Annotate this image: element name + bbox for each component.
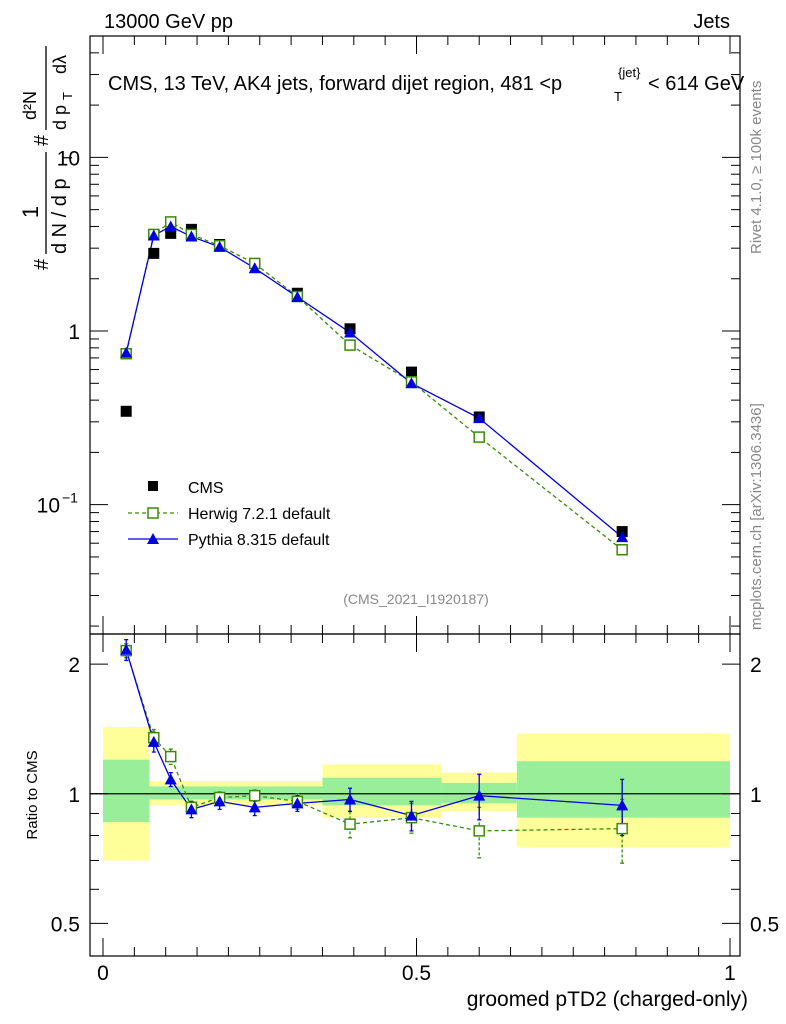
legend-label-pythia: Pythia 8.315 default [188, 532, 330, 549]
ratio-point-herwig-10 [616, 822, 628, 835]
main-point-pythia-2 [164, 220, 177, 232]
main-point-cms-0 [120, 405, 132, 417]
ratio-point-herwig-2 [164, 750, 177, 763]
main-point-pythia-5 [248, 262, 261, 274]
ratio-y-tick-right-0: 0.5 [750, 913, 779, 936]
ratio-point-pythia-8 [405, 809, 418, 821]
ylabel-denominator-sub: T [59, 153, 75, 162]
ratio-band-inner-0 [103, 759, 150, 822]
main-point-pythia-10 [616, 531, 629, 543]
y-axis-label: # 1 d N / d p T # d²N d p T dλ [18, 46, 75, 270]
header-energy-label: 13000 GeV pp [104, 11, 233, 33]
mcplots-label: mcplots.cern.ch [arXiv:1306.3436] [748, 403, 765, 630]
ratio-band-inner-1 [149, 786, 323, 800]
main-point-pythia-7 [344, 326, 357, 338]
ratio-plot-frame [89, 633, 741, 957]
analysis-tag: (CMS_2021_I1920187) [343, 591, 489, 607]
x-tick-label-0: 0 [97, 962, 109, 985]
rivet-version-label: Rivet 4.1.0, ≥ 100k events [748, 81, 765, 254]
main-point-pythia-6 [291, 291, 304, 303]
main-point-cms-8 [405, 366, 417, 378]
ratio-point-pythia-2 [164, 773, 177, 785]
legend-item-pythia: Pythia 8.315 default [128, 532, 330, 549]
title-main: CMS, 13 TeV, AK4 jets, forward dijet reg… [108, 73, 562, 95]
ylabel-num-hash: # [31, 134, 53, 146]
x-tick-label-1: 0.5 [402, 962, 431, 985]
legend: CMS Herwig 7.2.1 default Pythia 8.315 de… [128, 480, 331, 549]
legend-label-herwig: Herwig 7.2.1 default [188, 506, 331, 523]
legend-item-cms: CMS [148, 480, 224, 497]
ratio-y-axis-label: Ratio to CMS [24, 750, 41, 839]
ratio-point-pythia-1 [147, 735, 160, 747]
ylabel-num-end: dλ [50, 55, 70, 74]
ratio-point-pythia-4 [213, 795, 226, 807]
ylabel-hash: # [31, 258, 53, 270]
ratio-y-tick-left-1: 1 [68, 784, 80, 807]
ylabel-num-bottom: d p [50, 105, 70, 130]
legend-marker-pythia [147, 533, 159, 544]
main-point-pythia-4 [213, 240, 226, 252]
plot-title: CMS, 13 TeV, AK4 jets, forward dijet reg… [108, 65, 745, 104]
legend-marker-herwig [147, 507, 159, 519]
ratio-y-tick-right-2: 2 [750, 654, 762, 677]
main-point-herwig-10 [616, 544, 628, 556]
y-tick-label-2: 10 [57, 147, 80, 170]
main-point-cms-1 [148, 247, 160, 259]
main-point-herwig-7 [344, 339, 356, 351]
legend-marker-cms [148, 481, 158, 491]
main-point-pythia-3 [185, 230, 198, 242]
title-superscript: {jet} [618, 65, 641, 80]
main-point-cms-2 [165, 227, 177, 239]
ylabel-numerator: d²N [20, 91, 40, 120]
ratio-point-pythia-6 [291, 797, 304, 809]
ratio-point-pythia-3 [185, 803, 198, 815]
legend-label-cms: CMS [188, 480, 224, 497]
x-tick-label-2: 1 [724, 962, 736, 985]
ylabel-denominator: d N / d p [49, 178, 71, 254]
y-tick-label-0: 10 [37, 495, 60, 518]
ratio-point-pythia-0 [120, 643, 133, 655]
ratio-y-tick-right-1: 1 [750, 784, 762, 807]
x-axis-label: groomed pTD2 (charged-only) [467, 988, 748, 1011]
main-point-pythia-1 [147, 229, 160, 241]
main-point-herwig-9 [473, 431, 485, 443]
main-point-pythia-0 [120, 346, 133, 358]
header-jets-label: Jets [693, 11, 730, 33]
title-tail: < 614 GeV [648, 73, 745, 95]
ylabel-one: 1 [18, 206, 43, 218]
ylabel-num-sub: T [60, 92, 75, 100]
ratio-point-herwig-9 [473, 825, 485, 837]
main-line-herwig [125, 221, 623, 551]
ratio-point-herwig-5 [248, 789, 261, 802]
y-tick-exp-0: −1 [62, 490, 78, 506]
ratio-y-tick-left-2: 2 [68, 654, 80, 677]
y-tick-label-1: 1 [68, 321, 80, 344]
ratio-point-pythia-10 [616, 799, 629, 811]
title-subscript: T [614, 89, 622, 104]
main-point-pythia-9 [473, 412, 486, 424]
ratio-point-pythia-9 [473, 789, 486, 801]
series-markers [120, 216, 629, 837]
legend-item-herwig: Herwig 7.2.1 default [128, 506, 331, 523]
ratio-point-herwig-7 [344, 818, 356, 830]
ratio-point-pythia-7 [344, 793, 357, 805]
main-point-pythia-8 [405, 377, 418, 389]
ratio-band-inner-2 [322, 777, 442, 806]
ratio-point-pythia-5 [248, 801, 261, 813]
ratio-line-herwig [125, 650, 623, 832]
ratio-y-tick-left-0: 0.5 [51, 913, 80, 936]
